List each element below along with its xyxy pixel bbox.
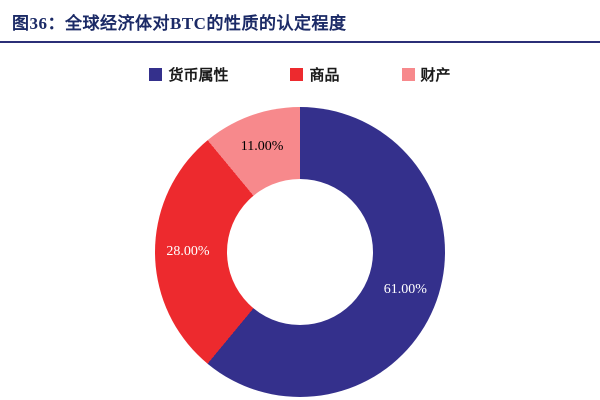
donut-chart: 61.00% 28.00% 11.00% bbox=[155, 107, 445, 397]
legend-item-commodity: 商品 bbox=[290, 64, 340, 85]
slice-label-property: 11.00% bbox=[240, 138, 284, 154]
figure-header: 图36：全球经济体对BTC的性质的认定程度 bbox=[0, 0, 600, 41]
title-underline bbox=[0, 41, 600, 43]
legend-swatch-currency bbox=[149, 68, 163, 81]
legend-label-property: 财产 bbox=[420, 68, 451, 84]
donut-hole bbox=[227, 179, 373, 325]
chart-legend: 货币属性 商品 财产 bbox=[0, 64, 600, 85]
legend-item-currency: 货币属性 bbox=[149, 64, 228, 85]
legend-swatch-commodity bbox=[290, 68, 304, 81]
slice-label-currency: 61.00% bbox=[383, 281, 427, 297]
legend-label-currency: 货币属性 bbox=[168, 68, 229, 84]
chart-title: 图36：全球经济体对BTC的性质的认定程度 bbox=[12, 14, 347, 33]
chart-area: 61.00% 28.00% 11.00% bbox=[0, 92, 600, 400]
legend-swatch-property bbox=[401, 68, 415, 81]
legend-label-commodity: 商品 bbox=[309, 68, 340, 84]
legend-item-property: 财产 bbox=[401, 64, 451, 85]
slice-label-commodity: 28.00% bbox=[166, 244, 210, 259]
